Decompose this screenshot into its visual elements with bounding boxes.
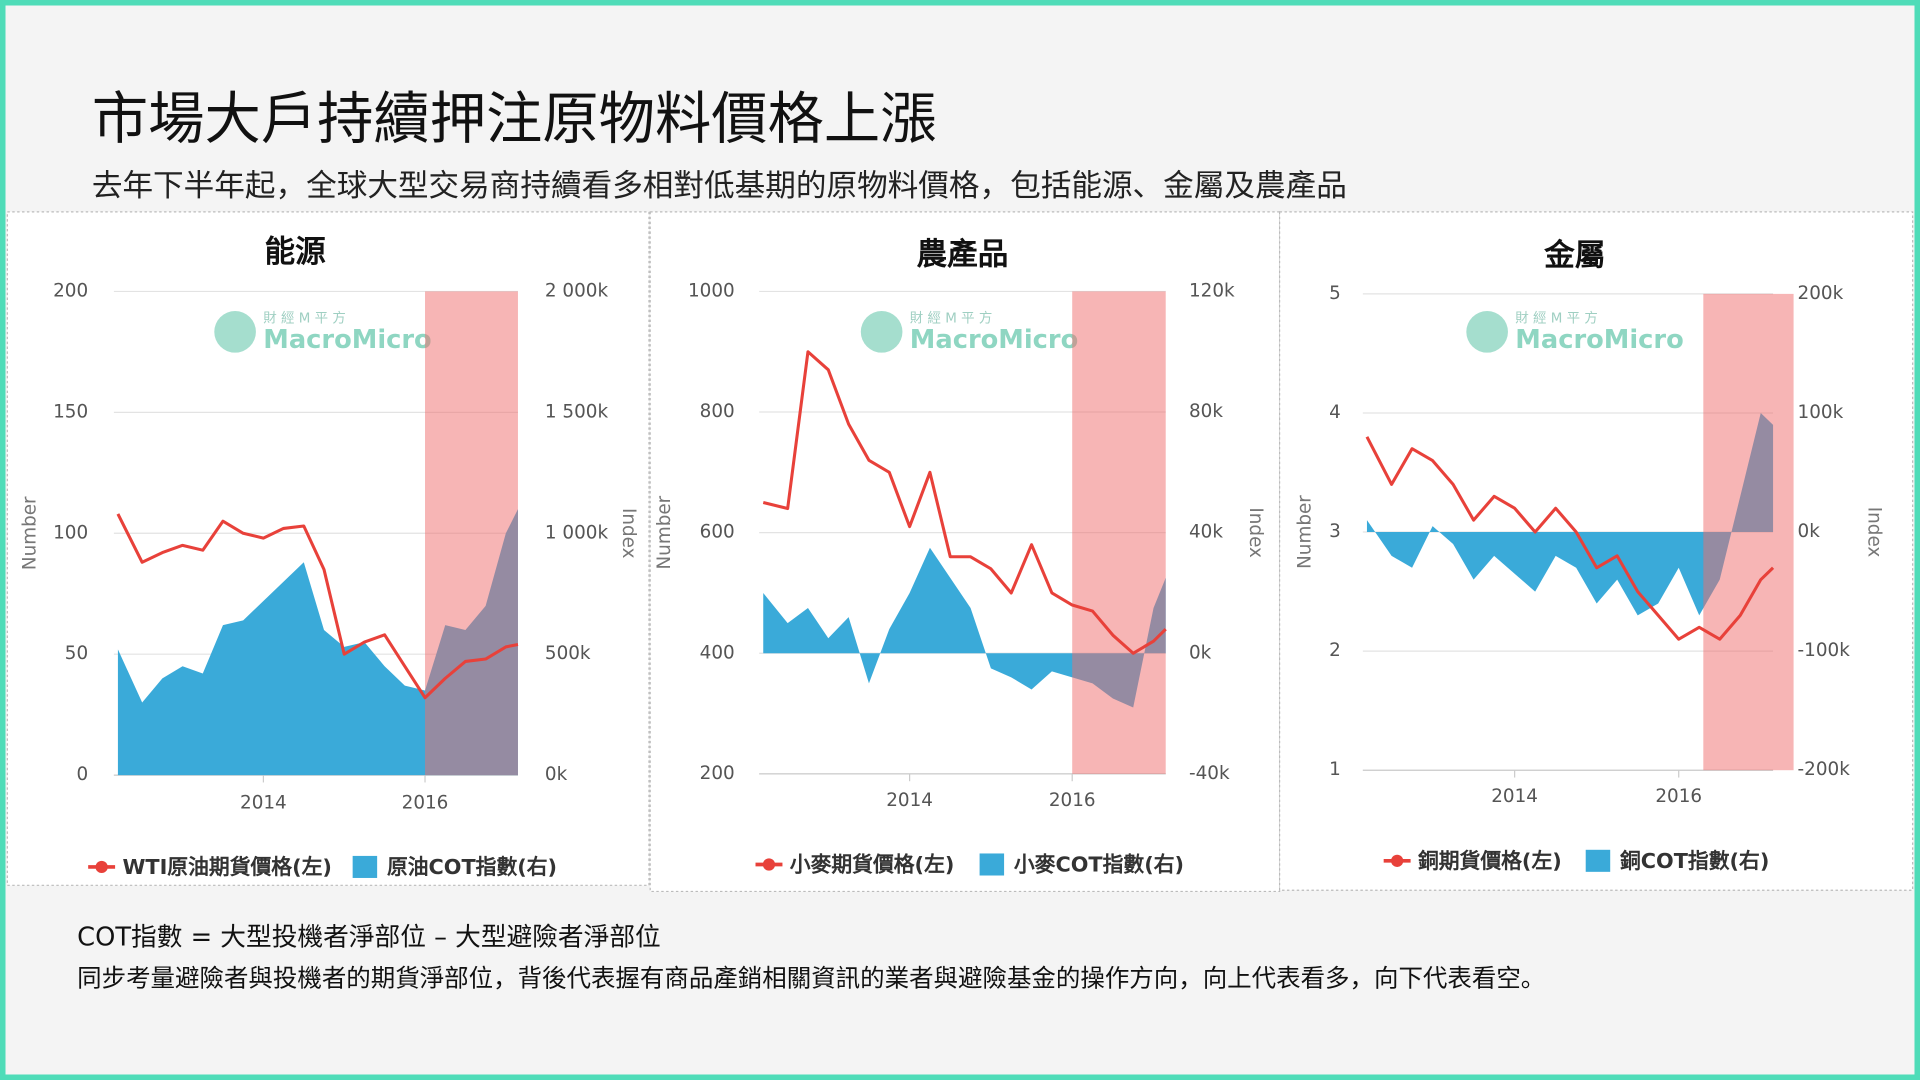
y-axis-title: Number	[654, 495, 675, 569]
y2-tick-label: 0k	[1798, 521, 1821, 542]
slide-subtitle: 去年下半年起，全球大型交易商持續看多相對低基期的原物料價格，包括能源、金屬及農產…	[92, 169, 1347, 204]
x-tick-label: 2016	[1655, 786, 1702, 807]
price-line	[1365, 436, 1775, 641]
y2-axis-title: Index	[1245, 507, 1266, 558]
legend-label: 小麥期貨價格(左)	[790, 853, 955, 877]
panel	[649, 211, 1281, 893]
logo	[860, 311, 903, 353]
watermark-top: 財 經 M 平 方	[1515, 310, 1598, 326]
y2-tick-label: 2 000k	[545, 280, 609, 301]
y2-tick-label: 0k	[1189, 642, 1212, 663]
legend-dot	[1391, 854, 1404, 867]
legend-dot	[762, 858, 776, 871]
watermark-brand: MacroMicro	[910, 325, 1078, 355]
logo	[214, 311, 256, 353]
y-tick-label: 50	[65, 643, 88, 664]
highlight-band	[425, 291, 518, 776]
y-tick-label: 2	[1329, 640, 1341, 661]
y2-tick-label: -100k	[1798, 640, 1851, 661]
x-tick-label: 2016	[402, 792, 449, 813]
legend-swatch	[352, 855, 378, 878]
price-line	[762, 350, 1167, 655]
x-tick-label: 2014	[1491, 786, 1538, 807]
y2-tick-label: 1 000k	[545, 522, 609, 543]
cot-area	[763, 547, 1166, 708]
y2-tick-label: 100k	[1798, 402, 1844, 423]
y2-axis-title: Index	[618, 508, 639, 559]
footer-note: 同步考量避險者與投機者的期貨淨部位，背後代表握有商品產銷相關資訊的業者與避險基金…	[77, 964, 1545, 993]
y-tick-label: 1	[1329, 759, 1341, 780]
y-tick-label: 400	[700, 642, 735, 663]
watermark-brand: MacroMicro	[263, 325, 431, 355]
legend-label: 銅期貨價格(左)	[1418, 849, 1562, 873]
y-tick-label: 200	[700, 763, 735, 784]
y2-tick-label: 40k	[1189, 522, 1223, 543]
legend-label: WTI原油期貨價格(左)	[122, 855, 331, 879]
highlight-band	[1703, 293, 1794, 771]
y-axis-title: Number	[20, 496, 41, 570]
chart-title: 金屬	[1543, 238, 1605, 274]
legend-dot	[95, 860, 108, 874]
x-tick-label: 2016	[1049, 790, 1096, 811]
y-tick-label: 150	[53, 401, 88, 422]
y-tick-label: 5	[1329, 283, 1341, 304]
watermark-top: 財 經 M 平 方	[263, 310, 346, 326]
chart-title: 能源	[264, 235, 326, 270]
y-tick-label: 0	[76, 764, 88, 785]
x-tick-label: 2014	[240, 792, 287, 813]
y-tick-label: 4	[1329, 402, 1341, 423]
cot-area	[117, 509, 518, 776]
y2-tick-label: -40k	[1189, 763, 1230, 784]
y2-tick-label: 0k	[545, 764, 568, 785]
logo	[1466, 311, 1508, 353]
y2-tick-label: 1 500k	[545, 401, 609, 422]
legend-label: 小麥COT指數(右)	[1014, 853, 1184, 877]
y-axis-title: Number	[1294, 495, 1315, 569]
y-tick-label: 3	[1329, 521, 1341, 542]
legend-swatch	[1585, 849, 1611, 872]
y-tick-label: 100	[53, 522, 88, 543]
chart-title: 農產品	[917, 236, 1009, 272]
y2-tick-label: 200k	[1798, 283, 1844, 304]
y-tick-label: 600	[700, 522, 735, 543]
price-line	[116, 513, 519, 700]
y-tick-label: 1000	[688, 280, 735, 301]
y2-tick-label: 120k	[1189, 280, 1235, 301]
highlight-band	[1072, 291, 1166, 774]
cot-area	[1366, 412, 1774, 616]
y-tick-label: 200	[53, 280, 88, 301]
y2-tick-label: 500k	[545, 643, 591, 664]
legend-label: 銅COT指數(右)	[1620, 849, 1769, 873]
y-tick-label: 800	[700, 401, 735, 422]
footer-formula: COT指數 = 大型投機者淨部位 – 大型避險者淨部位	[77, 922, 661, 952]
watermark-brand: MacroMicro	[1515, 325, 1683, 355]
watermark-top: 財 經 M 平 方	[910, 310, 993, 326]
y2-tick-label: -200k	[1798, 759, 1851, 780]
y2-tick-label: 80k	[1189, 401, 1223, 422]
slide-title: 市場大戶持續押注原物料價格上漲	[92, 87, 937, 152]
legend-label: 原油COT指數(右)	[387, 855, 557, 879]
y2-axis-title: Index	[1863, 507, 1884, 558]
legend-swatch	[979, 853, 1005, 876]
x-tick-label: 2014	[886, 790, 933, 811]
